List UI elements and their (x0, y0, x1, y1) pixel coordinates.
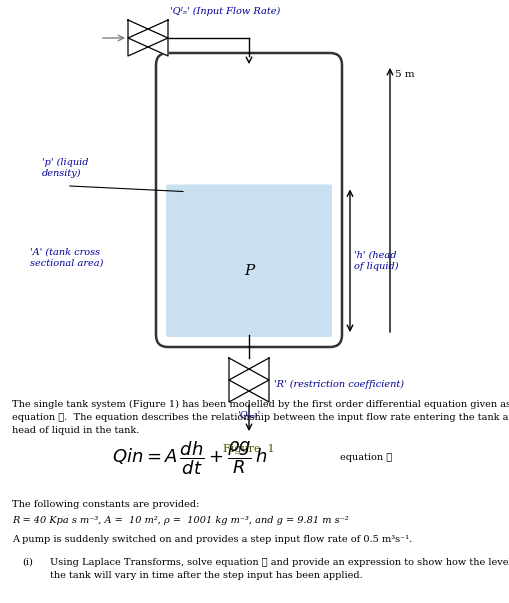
Text: The single tank system (Figure 1) has been modelled by the first order different: The single tank system (Figure 1) has be… (12, 400, 509, 409)
Text: R = 40 Kpa s m⁻³, A =  10 m², ρ =  1001 kg m⁻³, and g = 9.81 m s⁻²: R = 40 Kpa s m⁻³, A = 10 m², ρ = 1001 kg… (12, 516, 349, 525)
Text: Figure  1: Figure 1 (223, 444, 275, 454)
Text: (i): (i) (22, 558, 33, 567)
Text: equation ①.  The equation describes the relationship between the input flow rate: equation ①. The equation describes the r… (12, 413, 509, 422)
Text: 'h' (head
of liquid): 'h' (head of liquid) (354, 251, 399, 271)
Text: the tank will vary in time after the step input has been applied.: the tank will vary in time after the ste… (50, 571, 363, 580)
Text: head of liquid in the tank.: head of liquid in the tank. (12, 426, 139, 435)
Text: P: P (244, 264, 254, 278)
Text: 'Qₒᵤₜ': 'Qₒᵤₜ' (237, 410, 261, 419)
Text: $\mathit{Qin} = A\,\dfrac{dh}{dt} + \dfrac{\rho g}{R}\,h$: $\mathit{Qin} = A\,\dfrac{dh}{dt} + \dfr… (112, 439, 268, 477)
Polygon shape (128, 20, 168, 56)
Text: 'A' (tank cross
sectional area): 'A' (tank cross sectional area) (30, 248, 103, 267)
Polygon shape (229, 358, 269, 402)
Text: The following constants are provided:: The following constants are provided: (12, 500, 200, 509)
Text: 'R' (restriction coefficient): 'R' (restriction coefficient) (274, 379, 404, 388)
Text: 'p' (liquid
density): 'p' (liquid density) (42, 158, 89, 178)
FancyBboxPatch shape (166, 185, 332, 337)
Text: 'Qᴵₙ' (Input Flow Rate): 'Qᴵₙ' (Input Flow Rate) (170, 7, 280, 16)
Text: Using Laplace Transforms, solve equation ① and provide an expression to show how: Using Laplace Transforms, solve equation… (50, 558, 509, 567)
Polygon shape (229, 358, 269, 402)
Polygon shape (128, 20, 168, 56)
Text: equation ①: equation ① (340, 453, 392, 463)
Text: 5 m: 5 m (395, 70, 415, 79)
Text: A pump is suddenly switched on and provides a step input flow rate of 0.5 m³s⁻¹.: A pump is suddenly switched on and provi… (12, 535, 412, 544)
